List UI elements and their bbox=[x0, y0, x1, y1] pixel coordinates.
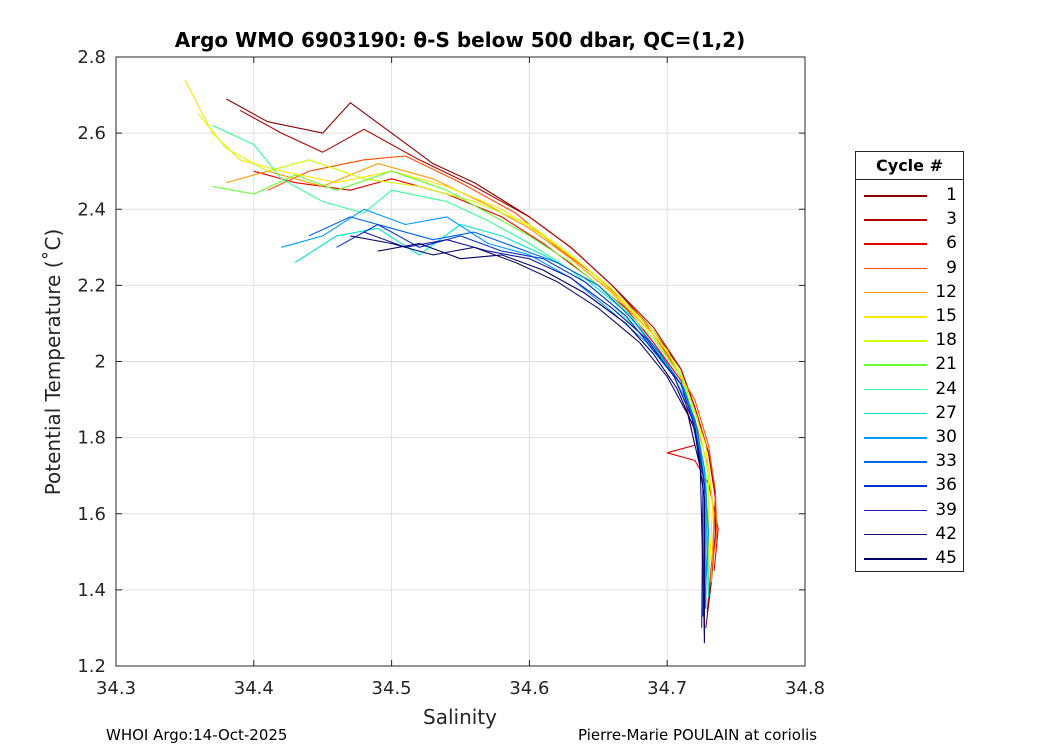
legend-swatch bbox=[864, 388, 927, 391]
series-line-cycle-21 bbox=[212, 170, 710, 583]
y-axis-label: Potential Temperature (˚C) bbox=[41, 229, 65, 496]
footer-left: WHOI Argo:14-Oct-2025 bbox=[106, 726, 288, 744]
x-axis-label: Salinity bbox=[423, 705, 497, 729]
x-tick-label: 34.8 bbox=[785, 678, 825, 699]
legend-swatch bbox=[864, 243, 927, 245]
legend-item: 3 bbox=[856, 208, 965, 232]
legend-item: 12 bbox=[856, 281, 965, 305]
legend-label: 36 bbox=[935, 475, 957, 496]
y-tick-label: 1.8 bbox=[77, 428, 106, 449]
legend-label: 21 bbox=[935, 354, 957, 375]
legend-label: 6 bbox=[946, 233, 957, 254]
series-line-cycle-39 bbox=[363, 231, 704, 628]
y-tick-label: 2.8 bbox=[77, 47, 106, 68]
series-line-cycle-42 bbox=[350, 235, 705, 636]
legend-swatch bbox=[864, 437, 927, 439]
series-line-cycle-27 bbox=[294, 223, 710, 598]
y-tick-label: 2.2 bbox=[77, 275, 106, 296]
chart-title: Argo WMO 6903190: θ-S below 500 dbar, QC… bbox=[175, 28, 745, 52]
series-line-cycle-36 bbox=[336, 223, 705, 617]
series-line-cycle-6 bbox=[253, 170, 719, 571]
legend-label: 39 bbox=[935, 499, 957, 520]
legend-item: 33 bbox=[856, 450, 965, 474]
legend-label: 42 bbox=[935, 523, 957, 544]
x-tick-label: 34.5 bbox=[372, 678, 412, 699]
series-line-cycle-3 bbox=[239, 109, 716, 613]
legend-item: 1 bbox=[856, 184, 965, 208]
legend-swatch bbox=[864, 316, 927, 318]
legend-label: 30 bbox=[935, 427, 957, 447]
legend-swatch bbox=[864, 267, 927, 270]
x-tick-label: 34.6 bbox=[509, 678, 549, 699]
y-tick-label: 1.4 bbox=[77, 580, 106, 601]
legend-item: 30 bbox=[856, 426, 965, 450]
legend-item: 15 bbox=[856, 305, 965, 329]
legend: Cycle # 1 3 6 9 12 15 18 21 24 27 30 33 36 39 42 45 bbox=[855, 151, 964, 572]
legend-swatch bbox=[864, 461, 927, 463]
legend-title: Cycle # bbox=[856, 152, 963, 180]
legend-item: 18 bbox=[856, 329, 965, 353]
series-line-cycle-12 bbox=[226, 163, 715, 583]
series-line-cycle-33 bbox=[308, 216, 707, 609]
legend-label: 3 bbox=[946, 209, 957, 230]
legend-label: 24 bbox=[935, 378, 957, 399]
y-tick-label: 2.4 bbox=[77, 199, 106, 220]
legend-item: 36 bbox=[856, 474, 965, 498]
series-line-cycle-24 bbox=[212, 125, 710, 590]
x-tick-label: 34.4 bbox=[234, 678, 274, 699]
legend-swatch bbox=[864, 558, 927, 560]
legend-label: 9 bbox=[946, 257, 957, 278]
legend-item: 45 bbox=[856, 547, 965, 571]
legend-item: 9 bbox=[856, 257, 965, 281]
x-tick-label: 34.7 bbox=[647, 678, 687, 699]
x-tick-label: 34.3 bbox=[96, 678, 136, 699]
ticks: 34.3 34.4 34.5 34.6 34.7 34.8 1.2 1.4 1.6 1.8 2 2.2… bbox=[77, 47, 825, 699]
series-line-cycle-15 bbox=[184, 79, 714, 583]
legend-label: 15 bbox=[935, 306, 957, 326]
legend-label: 27 bbox=[935, 402, 957, 423]
legend-swatch bbox=[864, 533, 927, 536]
legend-item: 39 bbox=[856, 499, 965, 523]
legend-item: 6 bbox=[856, 232, 965, 256]
y-tick-label: 2 bbox=[95, 352, 106, 373]
legend-swatch bbox=[864, 291, 927, 294]
footer-right: Pierre-Marie POULAIN at coriolis bbox=[578, 726, 818, 744]
legend-swatch bbox=[864, 340, 927, 342]
legend-swatch bbox=[864, 195, 927, 197]
y-tick-label: 1.2 bbox=[77, 656, 106, 677]
legend-swatch bbox=[864, 412, 927, 415]
legend-label: 1 bbox=[946, 185, 957, 205]
legend-swatch bbox=[864, 364, 927, 366]
legend-item: 24 bbox=[856, 378, 965, 402]
series-line-cycle-30 bbox=[281, 208, 710, 613]
legend-label: 18 bbox=[935, 330, 957, 351]
y-tick-label: 2.6 bbox=[77, 123, 106, 144]
series-line-cycle-45 bbox=[377, 242, 705, 644]
legend-item: 42 bbox=[856, 523, 965, 547]
y-tick-label: 1.6 bbox=[77, 504, 106, 525]
series-line-cycle-1 bbox=[225, 98, 716, 628]
legend-item: 27 bbox=[856, 402, 965, 426]
legend-swatch bbox=[864, 219, 927, 221]
series-line-cycle-18 bbox=[198, 113, 710, 571]
series-line-cycle-9 bbox=[267, 155, 718, 590]
legend-label: 45 bbox=[935, 548, 957, 568]
legend-swatch bbox=[864, 509, 927, 512]
series-layer bbox=[184, 79, 719, 644]
legend-item: 21 bbox=[856, 353, 965, 377]
legend-label: 12 bbox=[935, 281, 957, 302]
legend-swatch bbox=[864, 485, 927, 487]
legend-label: 33 bbox=[935, 451, 957, 472]
